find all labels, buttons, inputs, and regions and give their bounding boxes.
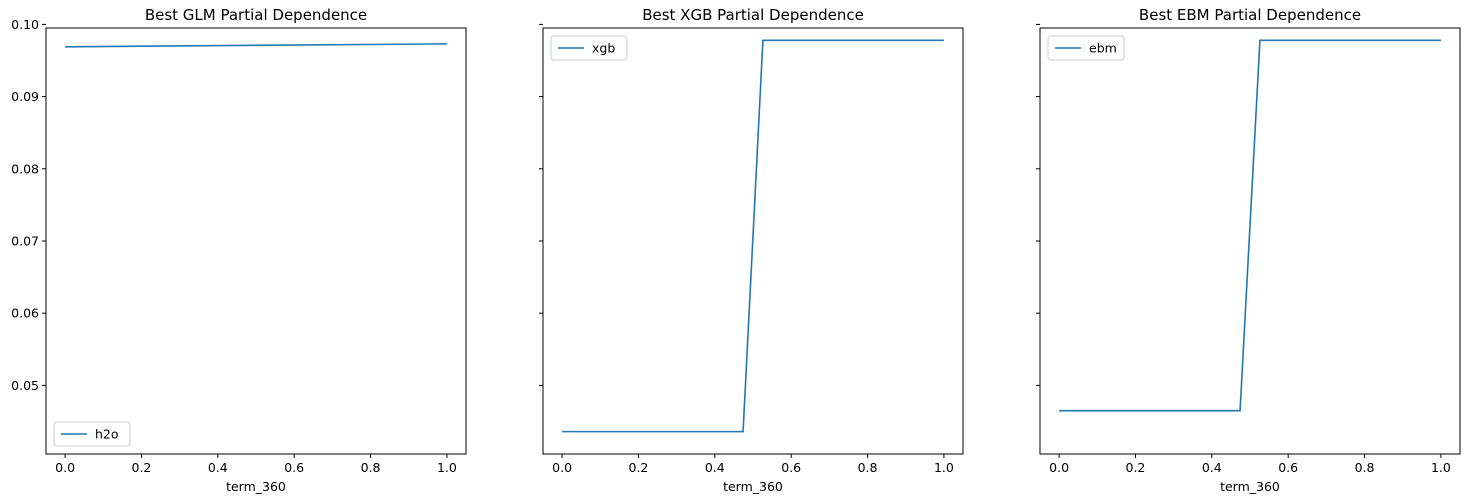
y-tick-label: 0.05 [11,378,39,393]
x-tick-label: 0.2 [1126,460,1146,475]
legend: h2o [53,421,131,447]
legend-box [550,35,628,61]
legend-label: xgb [592,41,615,56]
x-tick-label: 0.0 [552,460,572,475]
subplot-1: Best GLM Partial Dependence 0.0 0.2 0.4 0.6 0… [11,6,467,494]
x-tick-label: 0.4 [1202,460,1222,475]
legend: xgb [550,35,628,61]
x-tick-label: 1.0 [1431,460,1451,475]
axes-frame [45,27,467,455]
x-tick-label: 0.6 [781,460,801,475]
series-line-h2o [65,43,447,48]
x-axis-label: term_360 [1220,479,1280,494]
x-axis-label: term_360 [226,479,286,494]
legend-box [53,421,131,447]
legend-label: h2o [95,427,119,442]
subplots: Best GLM Partial Dependence 0.0 0.2 0.4 0.6 0… [11,6,1461,494]
legend: ebm [1047,35,1125,61]
x-tick-label: 0.0 [1049,460,1069,475]
axes-frame [1039,27,1461,455]
y-tick-label: 0.09 [11,89,39,104]
x-tick-label: 0.8 [361,460,381,475]
series-line-ebm [1059,39,1441,412]
subplot-2: Best XGB Partial Dependence 0.0 0.2 0.4 0.6 0… [539,6,964,494]
x-tick-label: 0.2 [132,460,152,475]
x-axis-label: term_360 [723,479,783,494]
legend-box [1047,35,1125,61]
x-tick-label: 1.0 [934,460,954,475]
x-tick-label: 0.8 [858,460,878,475]
x-tick-label: 0.2 [629,460,649,475]
x-tick-label: 0.0 [55,460,75,475]
y-tick-label: 0.07 [11,234,39,249]
x-tick-label: 0.6 [1278,460,1298,475]
y-tick-label: 0.06 [11,306,39,321]
chart-title: Best EBM Partial Dependence [1139,6,1361,24]
legend-label: ebm [1089,41,1117,56]
series-line-xgb [562,39,944,433]
x-tick-label: 0.8 [1355,460,1375,475]
chart-title: Best XGB Partial Dependence [642,6,864,24]
chart-title: Best GLM Partial Dependence [145,6,367,24]
x-tick-label: 0.4 [208,460,228,475]
subplot-3: Best EBM Partial Dependence 0.0 0.2 0.4 0.6 0… [1036,6,1461,494]
y-tick-label: 0.10 [11,17,39,32]
y-tick-label: 0.08 [11,161,39,176]
x-tick-label: 0.4 [705,460,725,475]
x-tick-label: 1.0 [437,460,457,475]
x-tick-label: 0.6 [284,460,304,475]
